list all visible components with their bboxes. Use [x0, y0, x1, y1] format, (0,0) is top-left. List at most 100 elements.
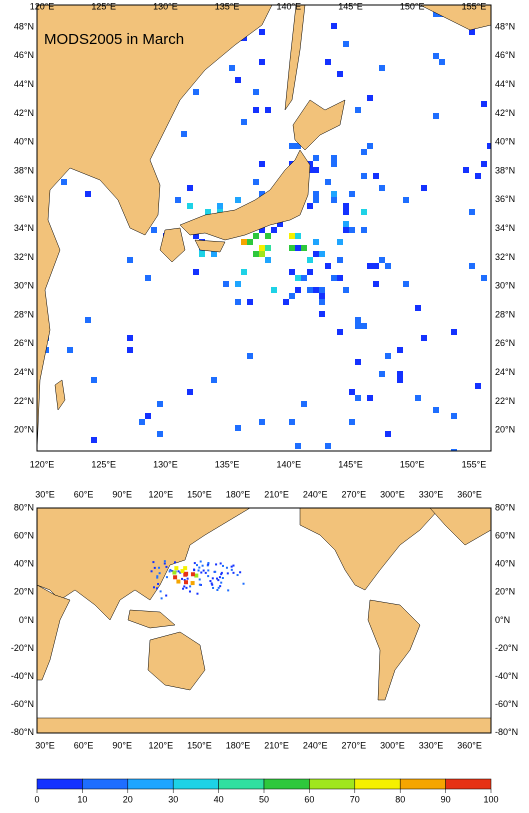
density-cell: [157, 401, 163, 407]
density-cell: [174, 561, 177, 564]
density-cell: [265, 107, 271, 113]
density-cell: [222, 564, 225, 567]
lat-label: 32°N: [14, 252, 34, 262]
lat-label: 42°N: [495, 108, 515, 118]
density-cell: [196, 592, 199, 595]
lat-label: 34°N: [495, 223, 515, 233]
density-cell: [361, 227, 367, 233]
density-cell: [469, 263, 475, 269]
lon-label: 135°E: [215, 1, 240, 11]
density-cell: [179, 571, 182, 574]
density-cell: [385, 353, 391, 359]
density-cell: [295, 233, 301, 239]
density-cell: [187, 389, 193, 395]
density-cell: [343, 221, 349, 227]
density-cell: [145, 413, 151, 419]
colorbar-swatch: [263, 778, 310, 790]
density-cell: [433, 11, 439, 17]
density-cell: [207, 569, 210, 572]
density-cell: [313, 191, 319, 197]
density-cell: [214, 570, 217, 573]
density-cell: [205, 209, 211, 215]
lon-label: 135°E: [215, 459, 240, 469]
density-cell: [190, 581, 195, 586]
density-cell: [193, 562, 196, 565]
lon-label: 30°E: [35, 489, 55, 499]
density-cell: [226, 572, 229, 575]
density-cell: [349, 389, 355, 395]
density-cell: [193, 233, 199, 239]
density-cell: [349, 227, 355, 233]
density-cell: [207, 575, 210, 578]
density-cell: [175, 197, 181, 203]
bottom-map: [37, 508, 491, 733]
density-cell: [439, 59, 445, 65]
density-cell: [173, 575, 178, 580]
lat-label: 60°N: [14, 530, 34, 540]
density-cell: [168, 570, 171, 573]
density-cell: [211, 583, 214, 586]
density-cell: [301, 245, 307, 251]
density-cell: [188, 590, 191, 593]
lon-label: 145°E: [338, 1, 363, 11]
colorbar-label: 100: [483, 794, 498, 804]
density-cell: [187, 203, 193, 209]
density-cell: [247, 353, 253, 359]
density-cell: [139, 419, 145, 425]
density-cell: [156, 576, 159, 579]
density-cell: [361, 323, 367, 329]
lat-label: -80°N: [11, 727, 34, 737]
density-cell: [307, 287, 313, 293]
lon-label: 210°E: [264, 740, 289, 750]
density-cell: [403, 281, 409, 287]
density-cell: [325, 179, 331, 185]
density-cell: [219, 585, 222, 588]
density-cell: [475, 173, 481, 179]
density-cell: [152, 561, 155, 564]
colorbar-label: 60: [304, 794, 314, 804]
lon-label: 120°E: [30, 459, 55, 469]
lat-label: 46°N: [495, 50, 515, 60]
colorbar-swatch: [309, 778, 356, 790]
lon-label: 145°E: [338, 459, 363, 469]
density-cell: [247, 239, 253, 245]
density-cell: [157, 431, 163, 437]
density-cell: [349, 191, 355, 197]
lon-label: 150°E: [400, 459, 425, 469]
lat-label: 0°N: [19, 615, 34, 625]
density-cell: [307, 203, 313, 209]
density-cell: [199, 583, 202, 586]
density-cell: [265, 257, 271, 263]
colorbar-label: 20: [123, 794, 133, 804]
lat-label: 60°N: [495, 530, 515, 540]
density-cell: [481, 101, 487, 107]
density-cell: [259, 251, 265, 257]
lat-label: 24°N: [14, 367, 34, 377]
density-cell: [158, 572, 161, 575]
density-cell: [198, 566, 201, 569]
mainland: [37, 5, 273, 451]
density-cell: [481, 275, 487, 281]
colorbar-swatch: [354, 778, 401, 790]
density-cell: [367, 95, 373, 101]
lat-label: 28°N: [495, 309, 515, 319]
density-cell: [217, 586, 220, 589]
density-cell: [259, 161, 265, 167]
density-cell: [185, 586, 188, 589]
density-cell: [169, 568, 172, 571]
density-cell: [295, 245, 301, 251]
density-cell: [481, 161, 487, 167]
density-cell: [194, 573, 199, 578]
density-cell: [220, 571, 223, 574]
density-cell: [367, 395, 373, 401]
density-cell: [295, 143, 301, 149]
density-cell: [241, 269, 247, 275]
density-cell: [307, 161, 313, 167]
density-cell: [313, 197, 319, 203]
density-cell: [301, 275, 307, 281]
density-cell: [361, 209, 367, 215]
density-cell: [183, 579, 186, 582]
density-cell: [253, 233, 259, 239]
density-cell: [189, 585, 192, 588]
density-cell: [313, 167, 319, 173]
